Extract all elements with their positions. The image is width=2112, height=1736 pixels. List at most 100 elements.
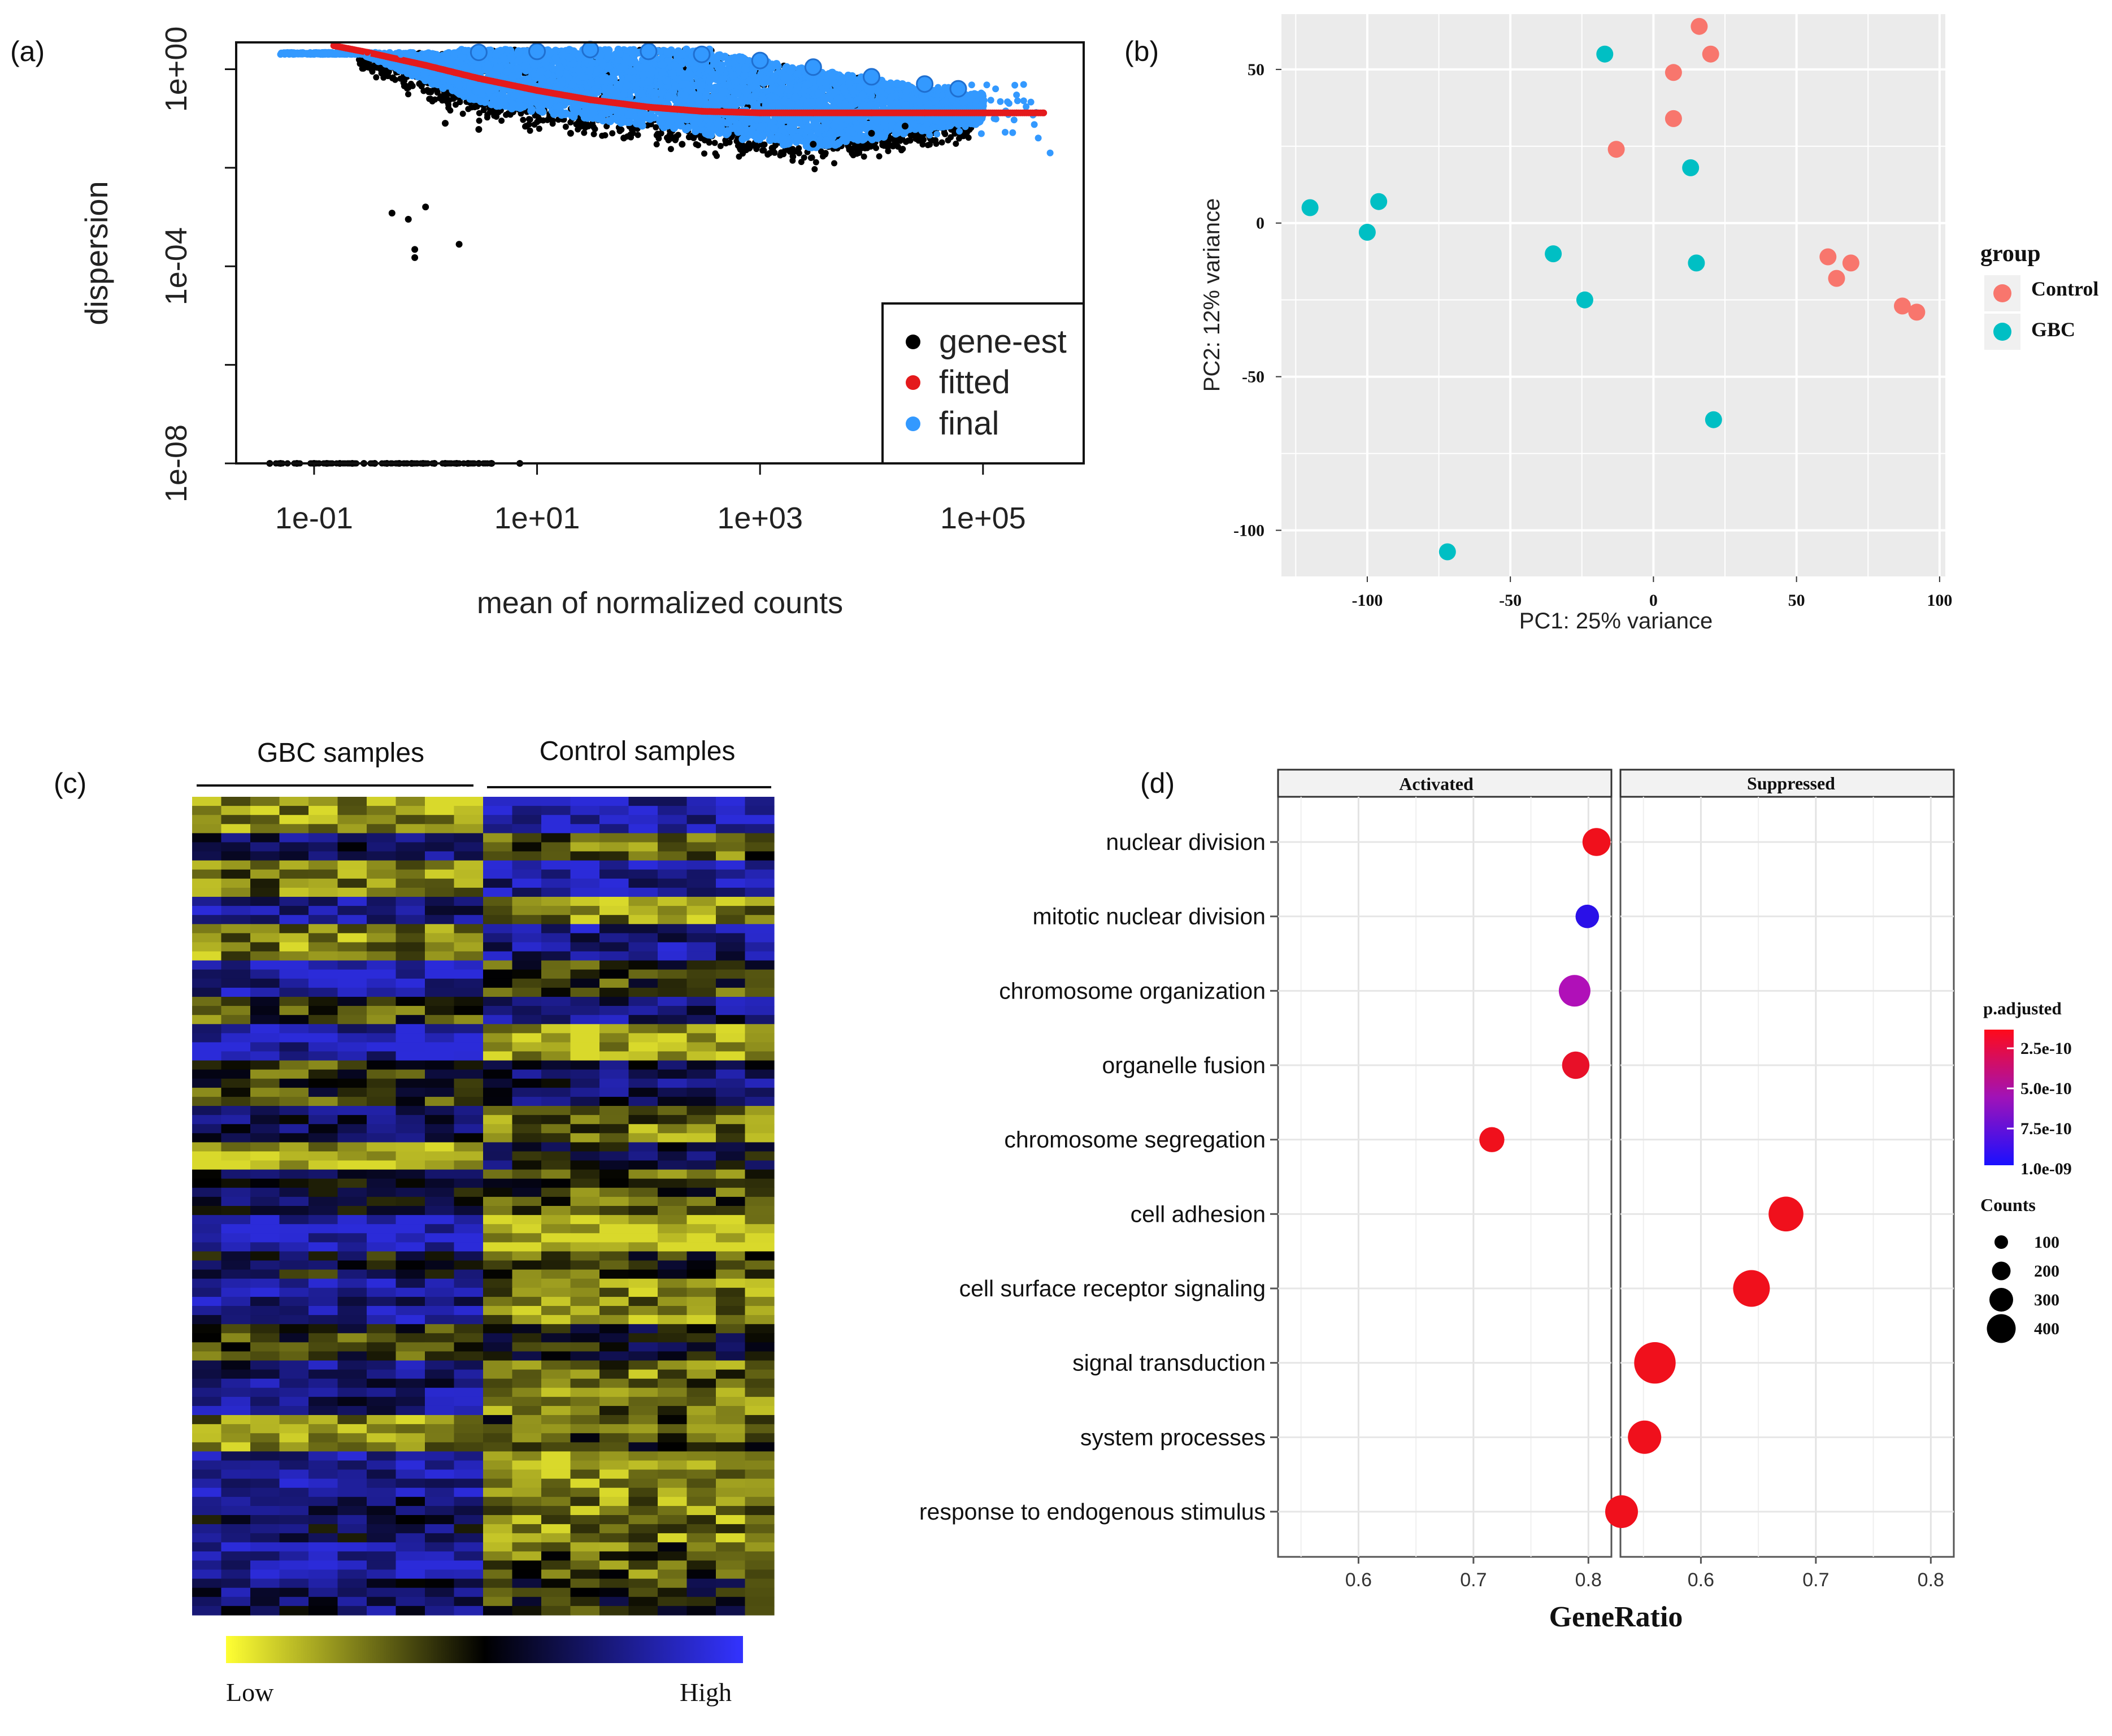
gene-est-cloud-point (409, 83, 416, 89)
gene-est-cloud-point (789, 153, 796, 159)
gene-est-cloud-point (907, 137, 914, 144)
gene-est-cloud-point (531, 121, 538, 128)
gene-est-cloud-point (518, 110, 524, 117)
gene-est-cloud-point (498, 118, 505, 124)
gene-est-cloud-point (525, 116, 532, 123)
gene-est-cloud-point (368, 66, 375, 73)
gene-est-cloud-point (471, 104, 478, 111)
dispersion-points (266, 41, 1054, 467)
gene-est-cloud-point (403, 85, 410, 92)
gene-est-cloud-point (701, 137, 708, 144)
gene-est-cloud-point (820, 153, 826, 160)
gene-est-cloud-point (796, 150, 802, 157)
gene-est-cloud-point (476, 110, 483, 116)
gene-est-cloud-point (664, 134, 670, 141)
gene-est-cloud-point (759, 147, 766, 154)
gene-est-cloud-point (629, 130, 636, 137)
gene-est-cloud-point (932, 137, 939, 144)
gene-est-cloud-point (480, 107, 487, 114)
gene-est-cloud-point (737, 146, 744, 153)
gene-est-cloud-point (432, 96, 438, 103)
gene-est-cloud-point (685, 134, 692, 141)
gene-est-cloud-point (416, 80, 423, 87)
gene-est-cloud-point (796, 145, 802, 151)
gene-est-cloud-point (592, 125, 598, 132)
gene-est-cloud-point (445, 105, 452, 111)
gene-est-cloud-point (389, 75, 396, 81)
gene-est-cloud-point (362, 60, 369, 67)
gene-est-cloud-point (831, 160, 837, 167)
gene-est-cloud-point (771, 149, 778, 156)
gene-est-cloud-point (465, 106, 472, 112)
gene-est-cloud-point (420, 88, 427, 94)
gene-est-cloud-point (717, 142, 724, 149)
gene-est-cloud-point (667, 146, 674, 153)
gene-est-cloud-point (400, 80, 407, 86)
gene-est-cloud-point (864, 141, 871, 147)
gene-est-cloud-point (909, 132, 915, 139)
gene-est-cloud-point (876, 153, 883, 160)
gene-est-cloud-point (357, 60, 363, 67)
gene-est-cloud-point (655, 135, 662, 142)
gene-est-cloud-point (360, 65, 367, 72)
gene-est-cloud-point (503, 111, 510, 118)
gene-est-cloud-point (653, 141, 660, 147)
gene-est-cloud-point (672, 137, 679, 144)
gene-est-cloud-point (373, 74, 380, 81)
gene-est-cloud-point (520, 116, 527, 123)
gene-est-cloud-point (654, 131, 661, 137)
final-cloud-point (638, 121, 646, 130)
gene-est-cloud-point (812, 159, 819, 166)
gene-est-cloud-point (764, 151, 771, 158)
gene-est-cloud-point (549, 120, 556, 127)
gene-est-cloud-point (888, 142, 894, 149)
gene-est-cloud-point (711, 140, 718, 146)
gene-est-cloud-point (854, 146, 861, 153)
gene-est-cloud-point (789, 146, 796, 153)
gene-est-cloud-point (849, 150, 855, 157)
gene-est-cloud-point (653, 124, 659, 131)
gene-est-cloud-point (491, 112, 498, 119)
gene-est-cloud-point (486, 108, 493, 115)
gene-est-cloud-point (457, 99, 463, 106)
gene-est-cloud-point (938, 139, 945, 146)
gene-est-cloud-point (892, 137, 899, 144)
gene-est-cloud-point (405, 91, 411, 98)
panel-b-label: (b) (1124, 36, 1159, 67)
gene-est-cloud-point (609, 130, 616, 137)
panel-a-label: (a) (10, 36, 45, 67)
gene-est-cloud-point (446, 97, 453, 103)
gene-est-cloud-point (693, 141, 699, 147)
gene-est-cloud-point (495, 108, 502, 115)
gene-est-cloud-point (459, 110, 466, 117)
gene-est-cloud-point (536, 125, 542, 132)
gene-est-cloud-point (581, 129, 588, 136)
gene-est-cloud-point (807, 155, 814, 161)
gene-est-cloud-point (924, 142, 931, 149)
gene-est-cloud-point (428, 89, 434, 96)
gene-est-cloud-point (761, 141, 768, 148)
gene-est-cloud-point (585, 123, 592, 129)
gene-est-cloud-point (722, 137, 729, 144)
gene-est-cloud-point (918, 136, 925, 143)
gene-est-cloud-point (701, 150, 707, 157)
gene-est-cloud-point (476, 118, 483, 124)
gene-est-cloud-point (953, 140, 959, 147)
gene-est-cloud-point (801, 154, 807, 161)
gene-est-cloud-point (382, 71, 389, 78)
gene-est-cloud-point (575, 119, 582, 126)
gene-est-cloud-point (945, 137, 951, 144)
gene-est-cloud-point (562, 123, 569, 130)
gene-est-cloud-point (590, 131, 597, 137)
gene-est-cloud-point (712, 150, 719, 157)
gene-est-cloud-point (898, 147, 905, 154)
gene-est-cloud-point (675, 132, 681, 138)
panel-d-label: (d) (1140, 767, 1175, 799)
final-cloud-point (736, 97, 745, 105)
panel-c-label: (c) (54, 767, 86, 799)
gene-est-cloud-point (618, 127, 625, 133)
final-cloud-point (766, 136, 774, 145)
gene-est-cloud-point (426, 96, 433, 102)
